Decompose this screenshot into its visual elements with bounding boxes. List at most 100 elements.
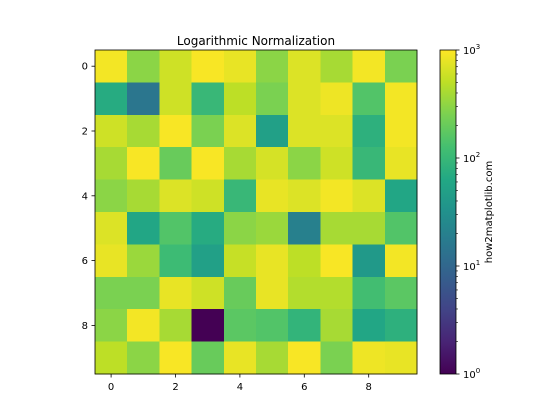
heatmap-cell bbox=[127, 212, 160, 245]
heatmap-cell bbox=[223, 341, 257, 375]
heatmap-cell bbox=[95, 50, 128, 83]
heatmap-cell bbox=[127, 82, 160, 116]
heatmap-cell bbox=[159, 179, 193, 213]
heatmap-cell bbox=[288, 50, 321, 83]
heatmap-cell bbox=[288, 276, 321, 310]
heatmap-cell bbox=[191, 179, 225, 213]
heatmap-cell bbox=[320, 50, 354, 83]
x-tick-label: 8 bbox=[366, 382, 372, 393]
heatmap-cell bbox=[384, 50, 418, 83]
heatmap-cell bbox=[320, 114, 354, 148]
heatmap-cell bbox=[288, 341, 321, 375]
x-tick-label: 0 bbox=[108, 382, 114, 393]
y-tick-label: 8 bbox=[82, 321, 88, 332]
heatmap-cell bbox=[288, 147, 321, 181]
heatmap-cell bbox=[384, 147, 418, 181]
heatmap-cell bbox=[384, 212, 418, 245]
heatmap-cell bbox=[384, 82, 418, 116]
x-tick-label: 6 bbox=[301, 382, 307, 393]
heatmap-cell bbox=[95, 114, 128, 148]
heatmap-cell bbox=[191, 341, 225, 375]
heatmap-cell bbox=[159, 82, 193, 116]
heatmap-cell bbox=[127, 147, 160, 181]
heatmap-cell bbox=[288, 82, 321, 116]
heatmap-cell bbox=[159, 341, 193, 375]
heatmap-cell bbox=[320, 341, 354, 375]
heatmap-cell bbox=[223, 212, 257, 245]
colorbar-tick-label: 103 bbox=[463, 43, 480, 57]
colorbar-tick-label: 100 bbox=[463, 367, 480, 381]
heatmap-cell bbox=[352, 244, 386, 278]
heatmap-cell bbox=[159, 276, 193, 310]
x-tick-label: 4 bbox=[237, 382, 243, 393]
heatmap-cell bbox=[384, 276, 418, 310]
heatmap-cell bbox=[127, 114, 160, 148]
y-tick-label: 0 bbox=[82, 62, 88, 73]
heatmap-cell bbox=[95, 341, 128, 375]
heatmap-cell bbox=[127, 179, 160, 213]
heatmap-cell bbox=[384, 341, 418, 375]
heatmap-cell bbox=[223, 147, 257, 181]
heatmap-cell bbox=[191, 276, 225, 310]
heatmap-cell bbox=[352, 82, 386, 116]
heatmap-cell bbox=[223, 244, 257, 278]
heatmap-cell bbox=[288, 309, 321, 343]
heatmap-cell bbox=[384, 179, 418, 213]
heatmap-cell bbox=[320, 276, 354, 310]
heatmap-cell bbox=[191, 82, 225, 116]
heatmap-cell bbox=[223, 309, 257, 343]
heatmap-cell bbox=[191, 114, 225, 148]
heatmap-cell bbox=[256, 50, 289, 83]
heatmap-cell bbox=[352, 147, 386, 181]
heatmap-cell bbox=[352, 114, 386, 148]
x-axis: 0 2 4 6 8 bbox=[108, 374, 372, 393]
heatmap-cell bbox=[320, 212, 354, 245]
y-tick-label: 2 bbox=[82, 127, 88, 138]
x-tick-label: 2 bbox=[172, 382, 178, 393]
heatmap-cell bbox=[127, 276, 160, 310]
heatmap-cell bbox=[95, 244, 128, 278]
heatmap-cell bbox=[352, 179, 386, 213]
heatmap-cell bbox=[223, 179, 257, 213]
heatmap-cell bbox=[95, 179, 128, 213]
heatmap-cell bbox=[256, 244, 289, 278]
heatmap-cell bbox=[288, 114, 321, 148]
heatmap-cell bbox=[320, 244, 354, 278]
heatmap-cell bbox=[288, 212, 321, 245]
heatmap-cell bbox=[95, 147, 128, 181]
plot-frame bbox=[94, 49, 418, 375]
heatmap-cell bbox=[159, 244, 193, 278]
heatmap-cell bbox=[223, 82, 257, 116]
heatmap-cell bbox=[288, 244, 321, 278]
heatmap-cell bbox=[191, 147, 225, 181]
heatmap-cell bbox=[95, 82, 128, 116]
heatmap-cell bbox=[384, 244, 418, 278]
heatmap-cell bbox=[256, 179, 289, 213]
heatmap-cell bbox=[256, 114, 289, 148]
heatmap-cell bbox=[159, 309, 193, 343]
heatmap-cell bbox=[159, 147, 193, 181]
heatmap-cell bbox=[223, 114, 257, 148]
colorbar-tick-label: 102 bbox=[463, 151, 480, 165]
heatmap-cell bbox=[320, 147, 354, 181]
heatmap-cell bbox=[159, 50, 193, 83]
heatmap-cell bbox=[191, 309, 225, 343]
y-axis: 0 2 4 6 8 bbox=[82, 62, 95, 332]
colorbar-frame bbox=[439, 49, 457, 375]
chart-title: Logarithmic Normalization bbox=[177, 34, 335, 48]
heatmap-cell bbox=[95, 212, 128, 245]
y-tick-label: 4 bbox=[82, 191, 88, 202]
heatmap-cell bbox=[352, 309, 386, 343]
heatmap-cell bbox=[288, 179, 321, 213]
colorbar: 100 101 102 103 bbox=[439, 43, 480, 381]
heatmap-cell bbox=[256, 147, 289, 181]
heatmap-cell bbox=[191, 212, 225, 245]
heatmap-cell bbox=[320, 309, 354, 343]
heatmap-cell bbox=[127, 341, 160, 375]
heatmap-cell bbox=[159, 212, 193, 245]
heatmap-cell bbox=[352, 276, 386, 310]
heatmap-cell bbox=[352, 212, 386, 245]
y-tick-label: 6 bbox=[82, 256, 88, 267]
heatmap-cell bbox=[256, 212, 289, 245]
